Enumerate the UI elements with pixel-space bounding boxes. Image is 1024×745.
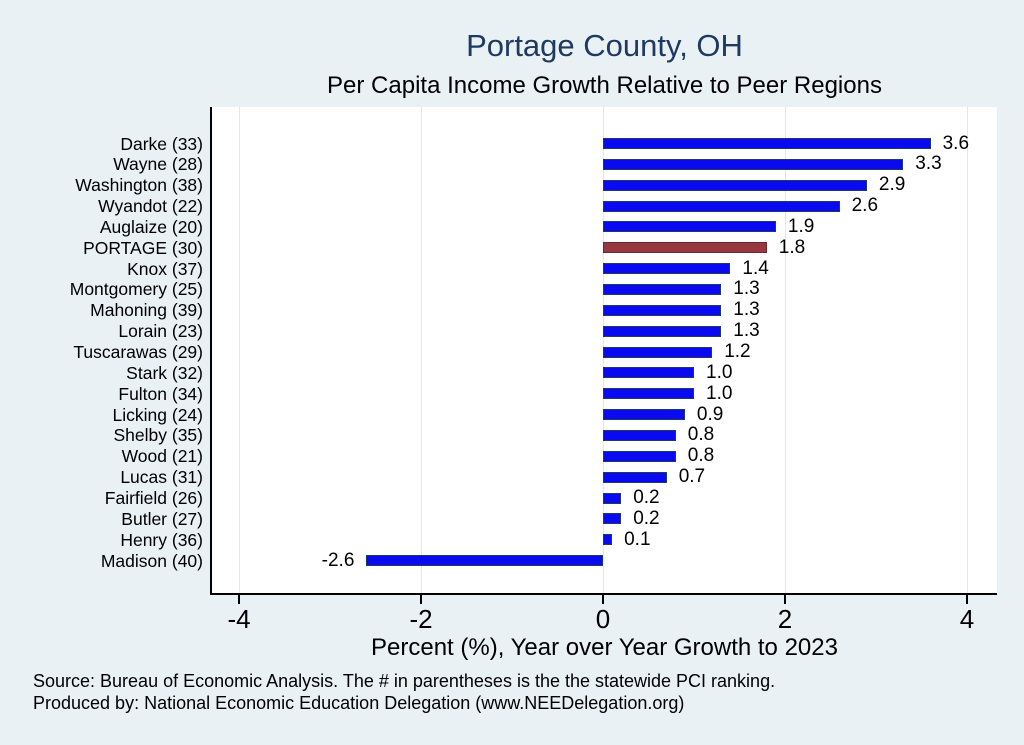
x-axis-tick — [602, 595, 604, 604]
category-label: Lucas (31) — [120, 467, 203, 488]
category-label: Wyandot (22) — [98, 196, 203, 217]
bar-value-label: 1.0 — [706, 361, 733, 383]
x-axis-tick — [784, 595, 786, 604]
bar-value-label: 2.9 — [878, 174, 906, 196]
y-axis-line — [210, 107, 212, 595]
x-axis-tick — [966, 595, 968, 604]
x-axis-tick-label: 2 — [777, 604, 793, 634]
gridline — [420, 107, 422, 593]
category-label: Madison (40) — [100, 550, 203, 571]
produced-by-note: Produced by: National Economic Education… — [33, 693, 685, 713]
category-label: Fulton (34) — [118, 383, 203, 404]
bar — [603, 158, 904, 170]
bar-value-label: 1.0 — [706, 382, 733, 404]
category-label: Henry (36) — [120, 529, 203, 550]
bar-value-label: -2.6 — [321, 549, 355, 571]
x-axis-tick-label: -2 — [409, 604, 433, 634]
category-label: Butler (27) — [121, 508, 203, 529]
bar — [603, 513, 622, 525]
bar-value-label: 0.8 — [687, 424, 715, 446]
gridline — [784, 107, 786, 593]
category-label: Auglaize (20) — [99, 216, 203, 237]
bar — [603, 283, 722, 295]
bar — [603, 263, 731, 275]
bar — [603, 200, 840, 212]
bar — [603, 367, 694, 379]
x-axis-tick — [420, 595, 422, 604]
category-label: Knox (37) — [127, 258, 203, 279]
bar — [366, 555, 603, 567]
category-label: PORTAGE (30) — [83, 237, 203, 258]
gridline — [966, 107, 968, 593]
x-axis-tick-label: 0 — [595, 604, 611, 634]
bar — [603, 388, 694, 400]
bar-value-label: 0.8 — [687, 445, 715, 467]
bar-value-label: 0.2 — [633, 507, 660, 529]
bar-value-label: 0.2 — [633, 487, 660, 509]
bar-value-label: 0.7 — [678, 466, 706, 488]
category-label: Wayne (28) — [113, 154, 203, 175]
bar-value-label: 1.2 — [724, 341, 751, 363]
bar-value-label: 3.6 — [942, 132, 970, 154]
x-axis-tick-label: 4 — [959, 604, 975, 634]
bar — [603, 221, 776, 233]
bar-value-label: 2.6 — [851, 195, 879, 217]
bar — [603, 492, 622, 504]
bar — [603, 534, 613, 546]
bar — [603, 325, 722, 337]
bar — [603, 179, 867, 191]
plot-area: 3.6 3.3 2.9 2.6 1.9 1.8 1.4 1.3 1.3 1.3 1.2 1.0 1.0 0… — [212, 107, 997, 593]
x-axis-tick — [238, 595, 240, 604]
gridline — [238, 107, 240, 593]
category-label: Mahoning (39) — [90, 300, 203, 321]
bar-value-label: 0.9 — [696, 403, 724, 425]
bar — [603, 409, 685, 421]
category-label: Lorain (23) — [118, 321, 203, 342]
x-axis-tick-label: -4 — [227, 604, 251, 634]
bar-value-label: 1.3 — [733, 320, 760, 342]
bar-value-label: 1.8 — [778, 236, 806, 258]
bar-highlight-portage — [603, 242, 767, 254]
category-label: Fairfield (26) — [104, 488, 203, 509]
bar — [603, 429, 676, 441]
bar-value-label: 0.1 — [624, 528, 651, 550]
bar — [603, 346, 713, 358]
category-label: Wood (21) — [121, 446, 203, 467]
category-label: Tuscarawas (29) — [73, 342, 203, 363]
bar — [603, 304, 722, 316]
bar — [603, 471, 667, 483]
x-axis-title: Percent (%), Year over Year Growth to 20… — [371, 634, 838, 661]
category-label: Licking (24) — [112, 404, 203, 425]
chart-subtitle: Per Capita Income Growth Relative to Pee… — [327, 72, 882, 99]
bar-value-label: 1.4 — [742, 257, 769, 279]
category-label: Darke (33) — [120, 133, 203, 154]
bar — [603, 138, 931, 149]
category-label: Stark (32) — [126, 362, 203, 383]
source-note: Source: Bureau of Economic Analysis. The… — [33, 671, 776, 691]
category-label: Shelby (35) — [113, 425, 204, 446]
page-title: Portage County, OH — [466, 28, 743, 63]
x-axis-line — [210, 593, 997, 595]
bar-value-label: 1.3 — [733, 278, 760, 300]
bar-value-label: 1.9 — [787, 215, 815, 237]
bar-value-label: 3.3 — [915, 153, 942, 175]
category-label: Washington (38) — [75, 175, 203, 196]
bar-value-label: 1.3 — [733, 299, 760, 321]
bar — [603, 450, 676, 462]
category-label: Montgomery (25) — [69, 279, 203, 300]
